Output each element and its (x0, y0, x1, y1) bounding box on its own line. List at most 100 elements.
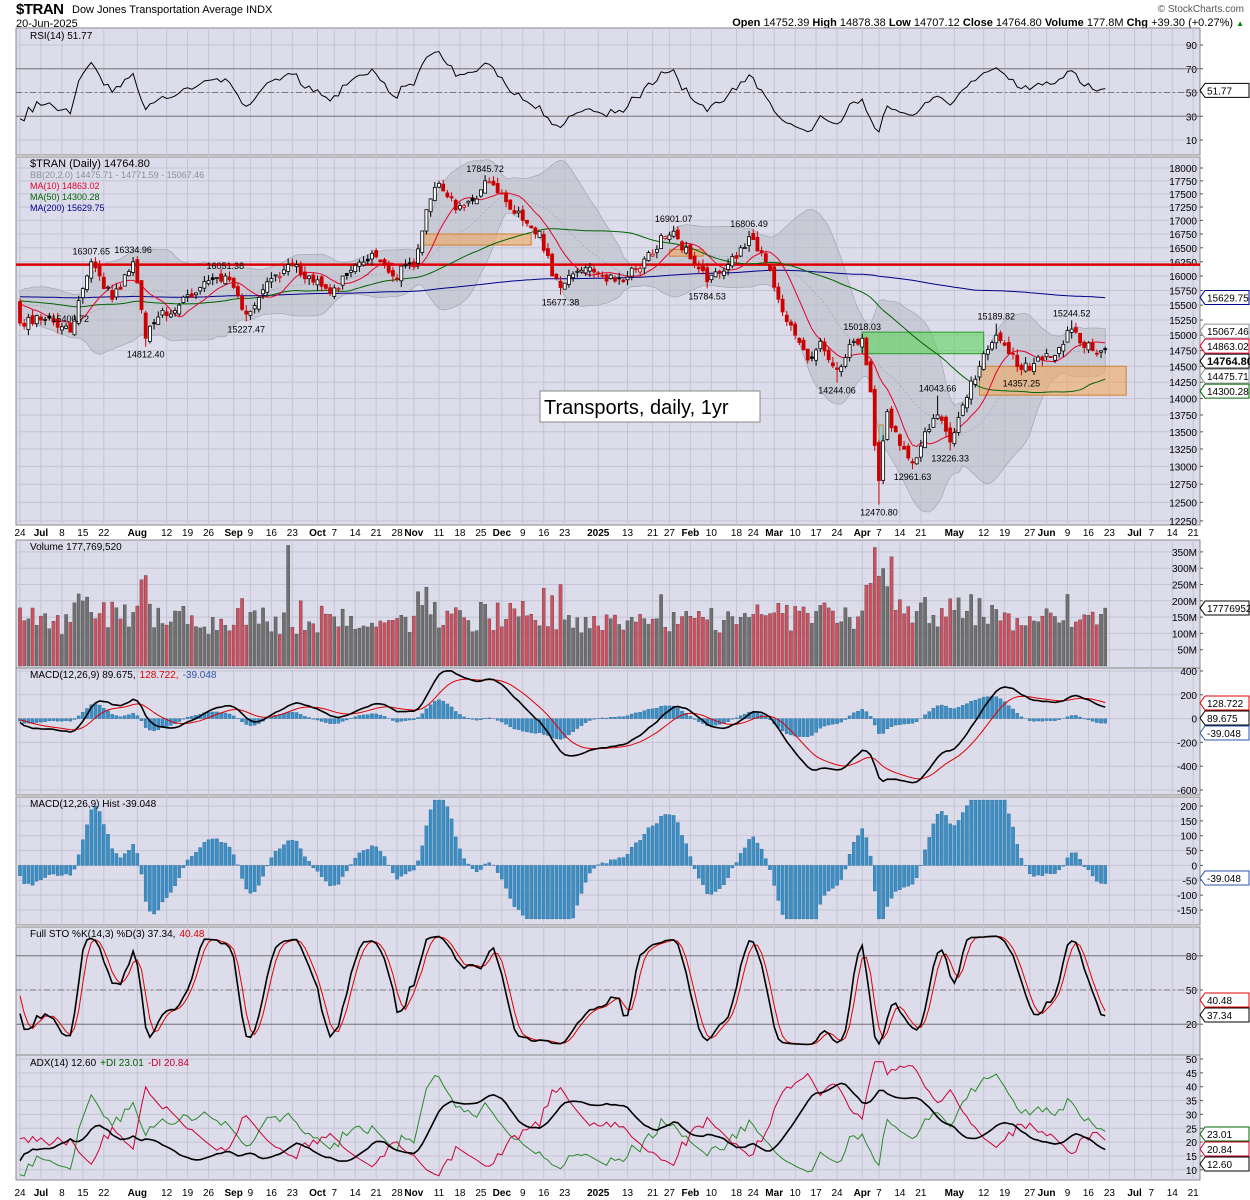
candle-body (935, 414, 940, 419)
brand-watermark: © StockCharts.com (1157, 4, 1244, 15)
ma50-line (19, 228, 1106, 394)
candle-body (478, 189, 483, 197)
date-tick-label: Oct (309, 528, 326, 539)
volume-bar (822, 602, 827, 667)
candle-body (449, 196, 454, 199)
hist-bar (885, 865, 890, 907)
candle-body (592, 268, 596, 273)
macd-hist-bar (529, 718, 533, 733)
volume-bar (278, 634, 282, 667)
price-label: 12961.63 (894, 472, 932, 482)
hist-bar (89, 809, 93, 866)
date-tick-label: Oct (309, 1188, 326, 1199)
candle-body (143, 312, 148, 339)
volume-panel: Volume 177,769,520 (18, 542, 1107, 667)
candle-body (139, 280, 144, 310)
panel-sto (15, 926, 1201, 1056)
price-panel: 16307.65 16334.96 15400.72 14812.40 16051.38… (16, 158, 1200, 518)
ticker-name: Dow Jones Transportation Average INDX (72, 4, 273, 16)
candle-body (881, 440, 886, 481)
value-tag-label: 40.48 (1207, 996, 1232, 1007)
axis-tick-label: 16750 (1169, 230, 1197, 241)
candle-body (55, 318, 60, 328)
value-tag-label: 14764.80 (1207, 356, 1250, 368)
volume-bar (1032, 620, 1036, 667)
macd-hist-bar (625, 715, 630, 719)
hist-bar (667, 814, 672, 866)
candle-body (370, 252, 374, 260)
volume-bar (575, 617, 580, 667)
date-tick-label: 24 (748, 1188, 760, 1199)
candle-body (642, 258, 647, 269)
macd-hist-bar (801, 718, 806, 737)
hist-bar (22, 865, 26, 884)
candle-body (650, 253, 655, 257)
macd-hist-bar (793, 718, 797, 737)
volume-bar (269, 631, 274, 667)
rsi-panel: RSI(14) 51.77 (16, 31, 1200, 133)
panel-rsi (15, 27, 1201, 156)
hist-bar (663, 814, 668, 866)
candle-body (877, 442, 881, 482)
hist-bar (51, 865, 56, 875)
macd-legend: MACD(12,26,9) 89.675, 128.722, -39.048 (30, 670, 217, 681)
macd-hist-bar (914, 718, 919, 722)
value-tag-frame (1199, 710, 1250, 726)
macd-hist-bar (826, 718, 831, 726)
hist-bar (1002, 799, 1007, 866)
date-tick-label: 9 (1065, 1188, 1071, 1199)
candle-body (600, 274, 605, 277)
macd-hist-bar (927, 711, 931, 719)
macd-hist-bar (508, 718, 512, 728)
date-tick-label: 25 (475, 528, 487, 539)
axis-tick-label: 10 (1186, 136, 1198, 147)
macd-hist-bar (441, 700, 445, 719)
macd-hist-bar (487, 717, 492, 719)
volume-bar (198, 627, 202, 667)
value-tag: 14475.71 (1199, 368, 1250, 384)
volume-bar (1078, 619, 1082, 667)
hist-bar (852, 842, 856, 866)
volume-bar (391, 620, 395, 667)
volume-bar (445, 610, 450, 667)
ma200-line (19, 269, 1106, 299)
volume-bar (328, 613, 332, 667)
price-label: 13226.33 (931, 454, 969, 464)
volume-bar (123, 604, 127, 667)
value-tag: -39.048 (1199, 725, 1250, 741)
candle-body (784, 314, 789, 323)
candle-body (68, 323, 73, 333)
macd-hist-bar (366, 714, 370, 719)
macd-hist-bar (164, 718, 169, 727)
volume-bar (1099, 614, 1103, 667)
date-tick-label: 7 (331, 1188, 337, 1199)
hist-bar (215, 838, 219, 866)
candle-body (64, 325, 68, 329)
hist-bar (102, 824, 106, 866)
hist-bar (961, 812, 965, 866)
hist-bar (705, 865, 709, 894)
macd-hist-bar (1086, 718, 1091, 720)
volume-bar (927, 623, 931, 667)
axis-tick-label: 15000 (1169, 331, 1197, 342)
value-tag-frame (1199, 1007, 1250, 1023)
volume-bar (659, 594, 663, 667)
volume-bar (366, 626, 370, 667)
volume-bar (542, 588, 546, 667)
date-tick-label: Aug (128, 528, 147, 539)
hist-bar (164, 865, 169, 898)
candle-body (1103, 348, 1108, 351)
volume-bar (629, 617, 634, 667)
candle-body (680, 241, 684, 251)
hist-bar (72, 865, 77, 870)
hist-bar (474, 865, 479, 872)
volume-bar (39, 615, 43, 667)
date-tick-label: 12 (161, 528, 173, 539)
candle-body (215, 277, 219, 280)
hist-bar (303, 856, 307, 866)
date-tick-label: 7 (876, 528, 882, 539)
candle-body (294, 264, 299, 268)
price-legend-entry: MA(200) 15629.75 (30, 203, 105, 213)
hist-bar (1095, 865, 1099, 882)
